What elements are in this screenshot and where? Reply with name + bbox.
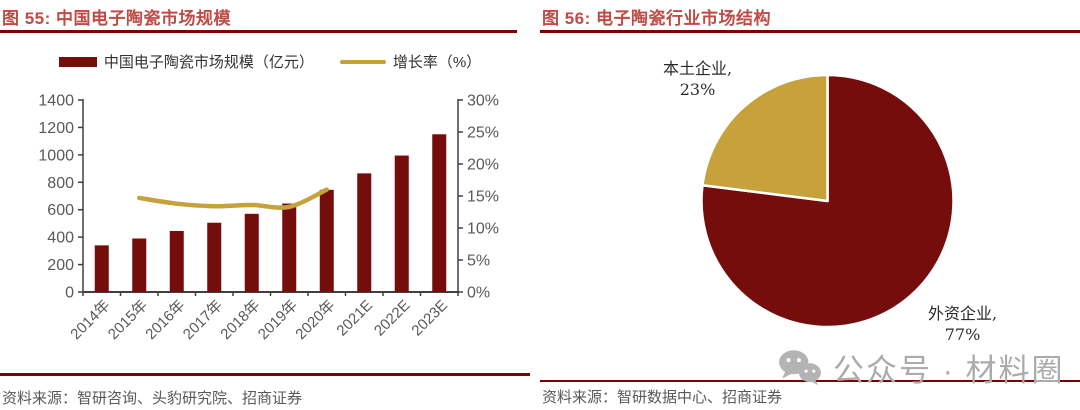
bar-2016年 [169,230,184,292]
svg-text:25%: 25% [467,125,499,142]
svg-text:2023E: 2023E [408,297,451,340]
svg-text:1200: 1200 [38,120,74,137]
bar-line-chart: 0 200 400 600 800 1000 1200 1400 0% 5% 10% 15% 20% 25… [38,93,499,344]
svg-text:2014年: 2014年 [67,297,113,343]
svg-text:2020年: 2020年 [292,297,338,343]
figure-56-panel: 图 56: 电子陶瓷行业市场结构 本土企业, 23% 外资企业, 77% 资料来… [540,0,1080,410]
growth-rate-line [137,187,329,210]
bar-2022E [394,155,409,292]
svg-text:10%: 10% [467,221,499,238]
bar-2019年 [282,203,297,292]
figure-56-title: 图 56: 电子陶瓷行业市场结构 [542,9,772,28]
svg-text:400: 400 [47,230,74,247]
figure-55-source: 资料来源：智研咨询、头豹研究院、招商证券 [2,389,303,407]
pie-label-foreign-name: 外资企业, [927,304,998,323]
watermark: 公众号 · 材料圈 [777,345,1065,390]
figure-56-title-rule [540,30,1080,33]
bar-2014年 [94,245,109,292]
bars [94,134,447,292]
bar-2017年 [207,222,222,292]
pie-label-domestic-pct: 23% [679,80,716,99]
bar-2015年 [132,238,147,292]
pie-slice-本土企业 [701,73,829,203]
pie-label-domestic: 本土企业, 23% [635,58,760,100]
bar-2020年 [319,189,334,292]
bar-series-legend-label: 中国电子陶瓷市场规模（亿元） [103,54,314,71]
svg-text:5%: 5% [467,253,490,270]
pie-chart [700,73,955,329]
svg-text:1400: 1400 [38,93,74,110]
pie-label-foreign: 外资企业, 77% [900,303,1025,345]
figure-55-bottom-rule [0,373,530,376]
line-series-legend-label: 增长率（%） [392,54,482,71]
svg-text:2017年: 2017年 [180,297,226,343]
svg-text:2021E: 2021E [333,297,376,340]
svg-text:2015年: 2015年 [105,297,151,343]
figure-55-title-rule [0,30,517,33]
svg-text:2018年: 2018年 [217,297,263,343]
svg-text:0: 0 [65,285,74,302]
pie-label-foreign-pct: 77% [944,325,981,344]
wechat-icon [779,349,821,385]
bar-2018年 [244,213,259,292]
svg-text:2019年: 2019年 [255,297,301,343]
figure-55-panel: 图 55: 中国电子陶瓷市场规模 中国电子陶瓷市场规模（亿元） 增长率（%） 0… [0,9,540,407]
line-series-swatch [339,59,386,64]
axes: 0 200 400 600 800 1000 1200 1400 0% 5% 10% 15% 20% 25… [38,93,499,302]
figure-56-source: 资料来源：智研数据中心、招商证券 [542,388,783,406]
bar-2023E [432,134,447,292]
svg-text:20%: 20% [467,157,499,174]
bar-series-swatch [58,56,97,67]
figure-55-title: 图 55: 中国电子陶瓷市场规模 [2,9,232,28]
pie-label-domestic-name: 本土企业, [662,59,733,78]
svg-text:30%: 30% [467,93,499,110]
svg-text:1000: 1000 [38,147,74,164]
x-axis-labels: 2014年2015年2016年2017年2018年2019年2020年2021E… [67,297,451,343]
watermark-text: 公众号 · 材料圈 [833,353,1065,388]
pie-slice-外资企业 [700,73,955,329]
svg-text:2016年: 2016年 [142,297,188,343]
svg-text:0%: 0% [467,285,490,302]
figure-55-legend: 中国电子陶瓷市场规模（亿元） 增长率（%） [0,51,540,72]
svg-text:2022E: 2022E [371,297,414,340]
svg-text:600: 600 [47,202,74,219]
svg-text:15%: 15% [467,189,499,206]
svg-text:200: 200 [47,257,74,274]
bar-2021E [357,173,372,292]
svg-text:800: 800 [47,175,74,192]
